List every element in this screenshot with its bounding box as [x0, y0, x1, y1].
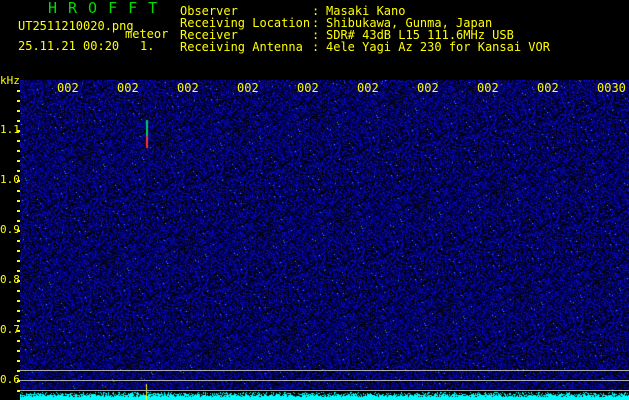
y-tick [17, 260, 20, 262]
y-tick [17, 230, 20, 232]
y-tick [17, 90, 20, 92]
y-tick-label: 0.7 [0, 323, 20, 336]
y-tick [17, 190, 20, 192]
index-label: 1. [140, 39, 155, 53]
antenna-value: 4ele Yagi Az 230 for Kansai VOR [326, 40, 550, 54]
receiver-value: SDR# 43dB L15 111.6MHz USB [326, 28, 514, 42]
reference-line [20, 390, 629, 391]
x-tick-label: 002 [177, 81, 199, 95]
x-tick-label: 0030 [597, 81, 626, 95]
y-tick [17, 320, 20, 322]
y-tick [17, 100, 20, 102]
y-tick [17, 350, 20, 352]
y-tick-label: 0.6 [0, 373, 20, 386]
y-tick [17, 110, 20, 112]
colon: : [312, 4, 320, 18]
y-tick [17, 380, 20, 382]
y-tick [17, 210, 20, 212]
y-tick [17, 300, 20, 302]
x-tick-label: 002 [537, 81, 559, 95]
y-tick [17, 340, 20, 342]
app-title: HROFFT [48, 0, 169, 17]
y-tick [17, 170, 20, 172]
y-tick [17, 200, 20, 202]
y-tick [17, 370, 20, 372]
y-tick-label: 1.0 [0, 173, 20, 186]
y-tick [17, 310, 20, 312]
y-tick [17, 130, 20, 132]
y-tick-label: 0.9 [0, 223, 20, 236]
x-tick-label: 002 [237, 81, 259, 95]
location-label: Receiving Location [180, 16, 311, 30]
colon: : [312, 16, 320, 30]
reference-line [20, 370, 629, 371]
x-tick-label: 002 [357, 81, 379, 95]
datetime: 25.11.21 00:20 [18, 39, 120, 53]
y-tick [17, 150, 20, 152]
y-tick [17, 360, 20, 362]
mode-label: meteor [125, 27, 169, 41]
y-tick [17, 390, 20, 392]
y-tick [17, 270, 20, 272]
colon: : [312, 28, 320, 42]
y-tick [17, 250, 20, 252]
x-tick-label: 002 [477, 81, 499, 95]
y-tick-label: 0.8 [0, 273, 20, 286]
y-tick [17, 330, 20, 332]
filename: UT2511210020.png [18, 19, 134, 33]
receiver-label: Receiver [180, 28, 238, 42]
x-tick-label: 002 [57, 81, 79, 95]
location-value: Shibukawa, Gunma, Japan [326, 16, 493, 30]
x-tick-label: 002 [417, 81, 439, 95]
y-axis-unit: kHz [0, 74, 20, 87]
y-tick [17, 220, 20, 222]
colon: : [312, 40, 320, 54]
observer-label: Observer [180, 4, 238, 18]
antenna-label: Receiving Antenna [180, 40, 303, 54]
y-tick [17, 140, 20, 142]
y-tick [17, 120, 20, 122]
waterfall-spectrogram [20, 80, 629, 400]
y-tick [17, 180, 20, 182]
y-tick [17, 280, 20, 282]
observer-value: Masaki Kano [326, 4, 406, 18]
y-tick [17, 160, 20, 162]
x-tick-label: 002 [297, 81, 319, 95]
y-tick [17, 240, 20, 242]
reference-line [20, 380, 629, 381]
y-tick-label: 1.1 [0, 123, 20, 136]
y-tick [17, 290, 20, 292]
x-tick-label: 002 [117, 81, 139, 95]
